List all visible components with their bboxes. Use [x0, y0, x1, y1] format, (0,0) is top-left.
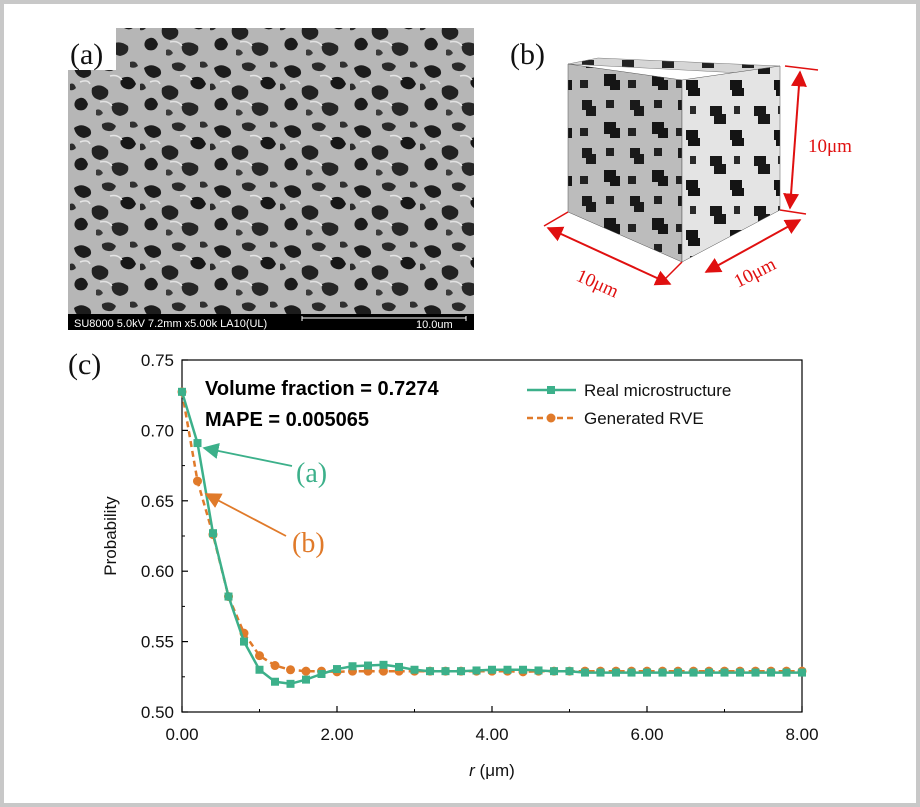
y-tick-label: 0.65 [141, 492, 174, 511]
data-point-real [767, 668, 775, 677]
legend-item-generated: Generated RVE [527, 409, 704, 428]
data-point-real [178, 387, 186, 396]
data-point-real [627, 668, 636, 677]
callout-arrow-b [204, 493, 287, 537]
x-axis-title-symbol: r [469, 761, 476, 780]
data-point-generated [286, 665, 295, 675]
callout-label-a: (a) [296, 458, 327, 489]
data-point-real [472, 666, 481, 675]
dimension-arrow-height [783, 70, 807, 210]
data-point-real [798, 668, 806, 677]
data-point-real [534, 666, 543, 675]
data-point-real [364, 661, 372, 670]
callout-label-b: (b) [292, 528, 325, 559]
sem-scale-bar [301, 316, 467, 321]
data-point-real [658, 668, 667, 677]
data-point-real [379, 660, 388, 669]
data-point-generated [255, 651, 264, 661]
data-point-real [674, 668, 682, 677]
data-point-generated [379, 666, 388, 676]
legend-label-real: Real microstructure [584, 381, 731, 400]
data-point-real [240, 637, 248, 646]
y-axis: 0.50 0.55 0.60 0.65 0.70 0.75 [141, 351, 188, 722]
y-axis-title: Probability [101, 496, 120, 576]
x-tick-label: 0.00 [165, 725, 198, 744]
data-point-real [224, 592, 233, 601]
data-point-real [302, 675, 310, 684]
data-point-generated [193, 476, 202, 486]
legend: Real microstructure Generated RVE [527, 381, 731, 428]
data-point-real [751, 668, 760, 677]
data-point-real [596, 668, 605, 677]
legend-item-real: Real microstructure [527, 381, 731, 400]
data-point-real [457, 667, 465, 676]
dimension-tick-top [784, 65, 819, 71]
x-tick-label: 2.00 [320, 725, 353, 744]
panel-c-label: (c) [68, 348, 101, 381]
data-point-real [519, 665, 527, 674]
data-point-generated [301, 666, 311, 676]
legend-marker-generated [546, 413, 556, 423]
y-tick-label: 0.70 [141, 421, 174, 440]
data-point-real [643, 668, 651, 677]
data-point-real [565, 667, 574, 676]
data-point-real [736, 668, 744, 677]
panel-a: (a) SU8000 5.0kV 7.2mm x5.00k LA10(UL) 1… [68, 28, 474, 331]
x-axis-title: r (μm) [469, 761, 515, 780]
series-real-microstructure [178, 387, 806, 688]
data-point-real [426, 667, 434, 676]
annotation-mape: MAPE = 0.005065 [205, 409, 369, 431]
data-point-real [333, 665, 341, 674]
sem-info-text: SU8000 5.0kV 7.2mm x5.00k LA10(UL) [74, 318, 267, 330]
dimension-tick-depth-end [661, 261, 683, 283]
panel-b-label: (b) [510, 38, 545, 71]
data-point-real [441, 667, 450, 676]
panel-a-label: (a) [70, 38, 103, 71]
x-axis-title-unit: (μm) [475, 761, 515, 780]
data-point-real [193, 439, 202, 448]
data-point-real [503, 665, 512, 674]
legend-marker-real [547, 386, 555, 394]
dimension-arrow-depth [546, 226, 672, 286]
data-point-real [348, 662, 357, 671]
dimension-arrow-width [704, 219, 802, 273]
x-tick-label: 8.00 [785, 725, 818, 744]
dimension-label-height: 10μm [808, 136, 852, 157]
panel-c: (c) 0.50 0.55 0.60 0.65 0.70 0.75 0.00 2.00 4.0… [68, 348, 819, 780]
panel-b: (b) 10μm 10μm 10μm [510, 38, 852, 303]
data-point-real [395, 662, 403, 671]
sem-micrograph [68, 28, 474, 330]
x-tick-label: 6.00 [630, 725, 663, 744]
legend-label-generated: Generated RVE [584, 409, 704, 428]
y-tick-label: 0.60 [141, 562, 174, 581]
x-axis: 0.00 2.00 4.00 6.00 8.00 [165, 706, 819, 744]
data-point-generated [270, 661, 280, 671]
y-tick-label: 0.75 [141, 351, 174, 370]
annotation-volume-fraction: Volume fraction = 0.7274 [205, 378, 439, 400]
data-point-real [550, 667, 558, 676]
sem-scale-label: 10.0um [416, 319, 453, 331]
y-tick-label: 0.50 [141, 703, 174, 722]
data-point-real [286, 679, 295, 688]
dimension-tick-bottom [779, 209, 807, 215]
y-tick-label: 0.55 [141, 633, 174, 652]
dimension-tick-depth-start [543, 211, 569, 227]
data-point-real [209, 529, 217, 538]
data-point-real [689, 668, 698, 677]
data-point-real [255, 665, 264, 674]
series-layer [177, 387, 807, 688]
data-point-real [317, 669, 326, 678]
data-point-real [612, 668, 620, 677]
data-point-real [581, 668, 589, 677]
data-point-real [488, 665, 496, 674]
panel-a-label-background [68, 28, 116, 70]
x-tick-label: 4.00 [475, 725, 508, 744]
data-point-real [410, 665, 419, 674]
data-point-real [720, 668, 729, 677]
callout-arrow-a [202, 442, 293, 467]
data-point-real [782, 668, 791, 677]
data-point-real [705, 668, 713, 677]
data-point-real [271, 677, 279, 686]
